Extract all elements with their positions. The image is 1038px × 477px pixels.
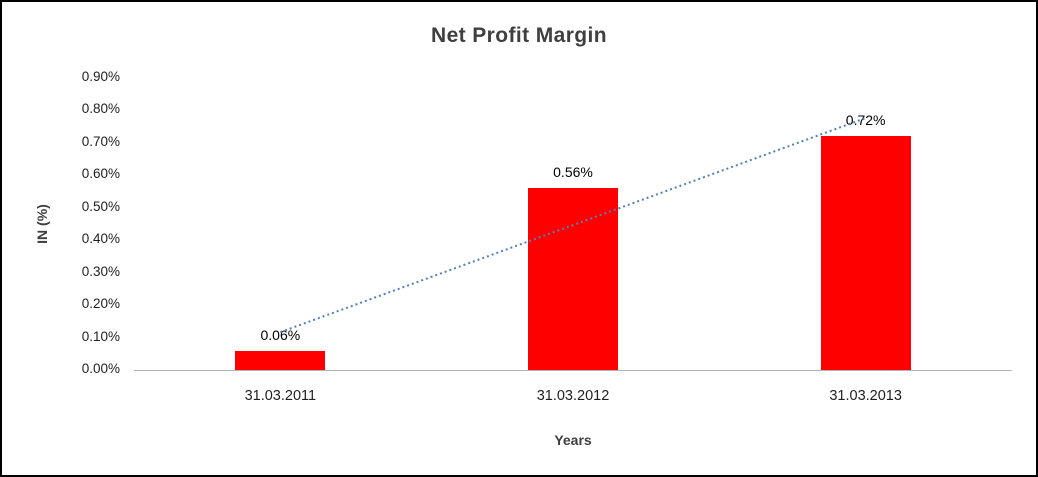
y-tick-label: 0.60% [81,166,120,182]
y-tick-label: 0.10% [81,328,120,344]
y-tick-label: 0.70% [81,133,120,149]
bar-3 [820,136,911,370]
y-tick-label: 0.90% [81,69,120,84]
chart-title: Net Profit Margin [431,24,607,47]
y-tick-label: 0.00% [81,361,120,376]
bar-1 [235,350,326,370]
y-tick-label: 0.40% [81,231,120,247]
y-tick-label: 0.80% [81,101,120,117]
category-label: 31.03.2012 [536,388,610,404]
bar-data-label: 0.72% [845,112,886,129]
category-label: 31.03.2011 [244,388,317,404]
x-axis-line [134,370,1012,371]
bar-2 [528,188,618,370]
category-label: 31.03.2013 [829,388,902,404]
bar-data-label: 0.56% [553,164,593,181]
bar-data-label: 0.06% [260,326,301,343]
y-tick-label: 0.30% [81,263,120,279]
x-axis-title: Years [554,432,592,448]
y-tick-label: 0.20% [81,296,120,312]
y-tick-label: 0.50% [81,198,120,214]
